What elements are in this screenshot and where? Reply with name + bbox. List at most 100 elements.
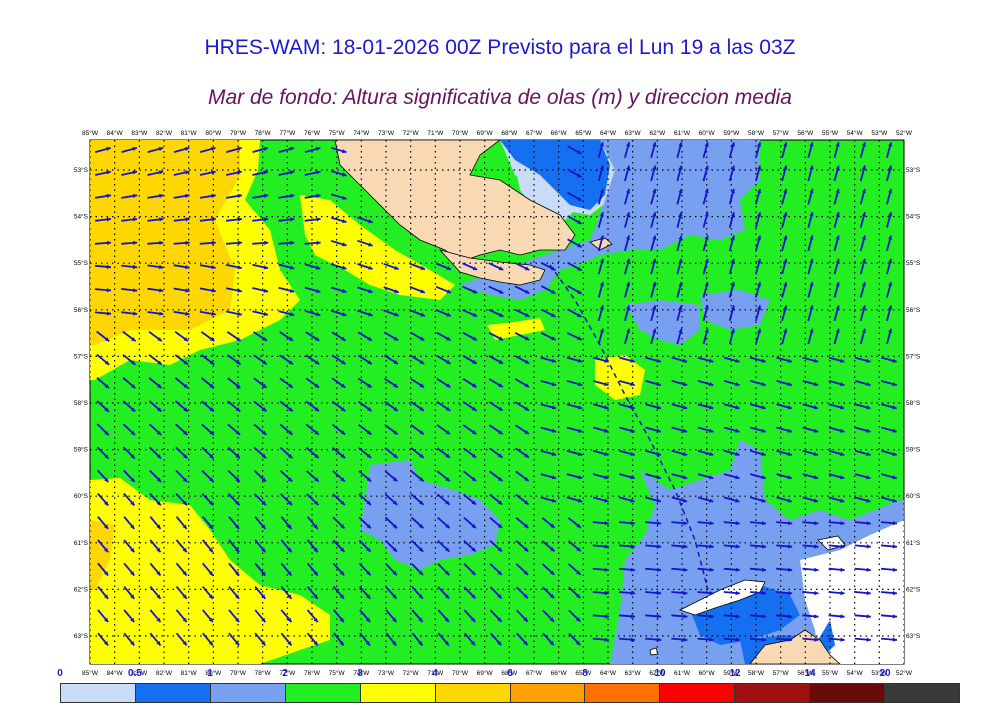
direction-arrowhead	[577, 289, 582, 294]
longitude-label: 65°W	[575, 669, 592, 677]
longitude-label: 67°W	[526, 669, 543, 677]
direction-arrowhead	[577, 313, 582, 317]
direction-arrowhead	[866, 544, 871, 549]
direction-arrowhead	[652, 282, 657, 287]
direction-arrowhead	[498, 453, 503, 458]
direction-arrowhead	[682, 428, 688, 433]
direction-arrowhead	[578, 382, 583, 387]
direction-arrowhead	[472, 406, 477, 411]
longitude-label: 85°W	[82, 129, 99, 137]
longitude-label: 60°W	[699, 129, 716, 137]
latitude-label: 59°S	[74, 446, 89, 454]
direction-arrowhead	[735, 614, 740, 619]
direction-arrowhead	[366, 594, 371, 599]
colorbar-segment	[510, 684, 586, 702]
direction-arrowhead	[288, 360, 293, 365]
direction-arrowhead	[393, 453, 398, 458]
direction-arrowhead	[159, 193, 164, 199]
direction-arrowhead	[549, 617, 554, 622]
direction-arrowhead	[761, 382, 766, 387]
direction-arrowhead	[787, 358, 792, 363]
direction-arrowhead	[288, 453, 293, 459]
colorbar-tick-label: 4	[432, 668, 438, 679]
direction-arrowhead	[783, 282, 788, 287]
longitude-label: 84°W	[107, 669, 124, 677]
direction-arrowhead	[368, 242, 373, 247]
direction-arrowhead	[682, 475, 688, 480]
direction-arrowhead	[604, 544, 609, 549]
latitude-label: 58°S	[74, 399, 89, 407]
direction-arrowhead	[497, 594, 502, 599]
direction-arrowhead	[339, 617, 344, 623]
direction-arrowhead	[287, 641, 292, 646]
direction-arrowhead	[523, 594, 528, 599]
direction-arrowhead	[524, 289, 530, 294]
direction-arrowhead	[446, 359, 451, 364]
longitude-label: 62°W	[649, 129, 666, 137]
direction-arrowhead	[182, 617, 187, 623]
longitude-label: 68°W	[501, 129, 518, 137]
longitude-label: 67°W	[526, 129, 543, 137]
direction-arrowhead	[392, 477, 398, 482]
direction-arrowhead	[813, 405, 819, 410]
direction-arrowhead	[735, 475, 740, 480]
direction-arrowhead	[156, 524, 161, 529]
direction-arrowhead	[471, 570, 476, 575]
direction-arrowhead	[288, 407, 293, 412]
colorbar-segment	[360, 684, 436, 702]
direction-arrowhead	[235, 617, 240, 623]
direction-arrowhead	[182, 571, 187, 576]
direction-arrowhead	[888, 188, 893, 194]
direction-arrowhead	[237, 240, 242, 246]
direction-arrowhead	[339, 594, 344, 599]
longitude-label: 76°W	[304, 129, 321, 137]
direction-arrowhead	[287, 547, 292, 553]
direction-arrowhead	[835, 142, 840, 147]
direction-arrowhead	[599, 328, 604, 333]
direction-arrowhead	[392, 641, 397, 646]
direction-arrowhead	[366, 453, 372, 458]
direction-arrowhead	[289, 170, 295, 175]
direction-arrowhead	[208, 617, 213, 623]
direction-arrowhead	[288, 336, 294, 341]
longitude-labels: 85°W 85°W 84°W 84°W 83°W 83°W 82°W 82°W 81°W 81°W…	[82, 129, 913, 677]
direction-arrowhead	[182, 547, 187, 553]
direction-arrowhead	[237, 311, 242, 316]
direction-arrowhead	[342, 312, 347, 317]
direction-arrowhead	[393, 383, 398, 388]
direction-arrowhead	[472, 312, 478, 317]
direction-arrowhead	[730, 142, 735, 147]
colorbar-tick-label: 2	[282, 668, 288, 679]
direction-arrowhead	[840, 475, 845, 480]
direction-arrowhead	[809, 165, 814, 170]
direction-arrowhead	[104, 360, 110, 365]
direction-arrowhead	[735, 405, 740, 410]
direction-arrowhead	[599, 305, 604, 310]
direction-arrowhead	[840, 382, 845, 387]
latitude-label: 55°S	[906, 259, 921, 267]
direction-arrowhead	[678, 142, 683, 147]
direction-arrowhead	[678, 282, 683, 287]
direction-arrowhead	[709, 382, 714, 387]
longitude-label: 58°W	[748, 669, 765, 677]
direction-arrowhead	[498, 383, 503, 388]
direction-arrowhead	[208, 594, 213, 599]
direction-arrowhead	[630, 498, 635, 503]
direction-arrowhead	[314, 360, 320, 365]
direction-arrowhead	[236, 336, 241, 341]
direction-arrowhead	[761, 405, 766, 410]
direction-arrowhead	[840, 358, 845, 363]
direction-arrowhead	[735, 567, 740, 572]
direction-arrowhead	[211, 193, 216, 199]
direction-arrowhead	[735, 637, 740, 642]
direction-arrowhead	[366, 524, 371, 529]
region-yellow-blob-1	[487, 318, 545, 340]
direction-arrowhead	[861, 142, 866, 147]
direction-arrowhead	[888, 235, 893, 240]
direction-arrowhead	[787, 428, 792, 433]
direction-arrowhead	[678, 212, 683, 217]
direction-arrowhead	[626, 305, 631, 310]
direction-arrowhead	[835, 235, 840, 240]
longitude-label: 77°W	[279, 129, 296, 137]
